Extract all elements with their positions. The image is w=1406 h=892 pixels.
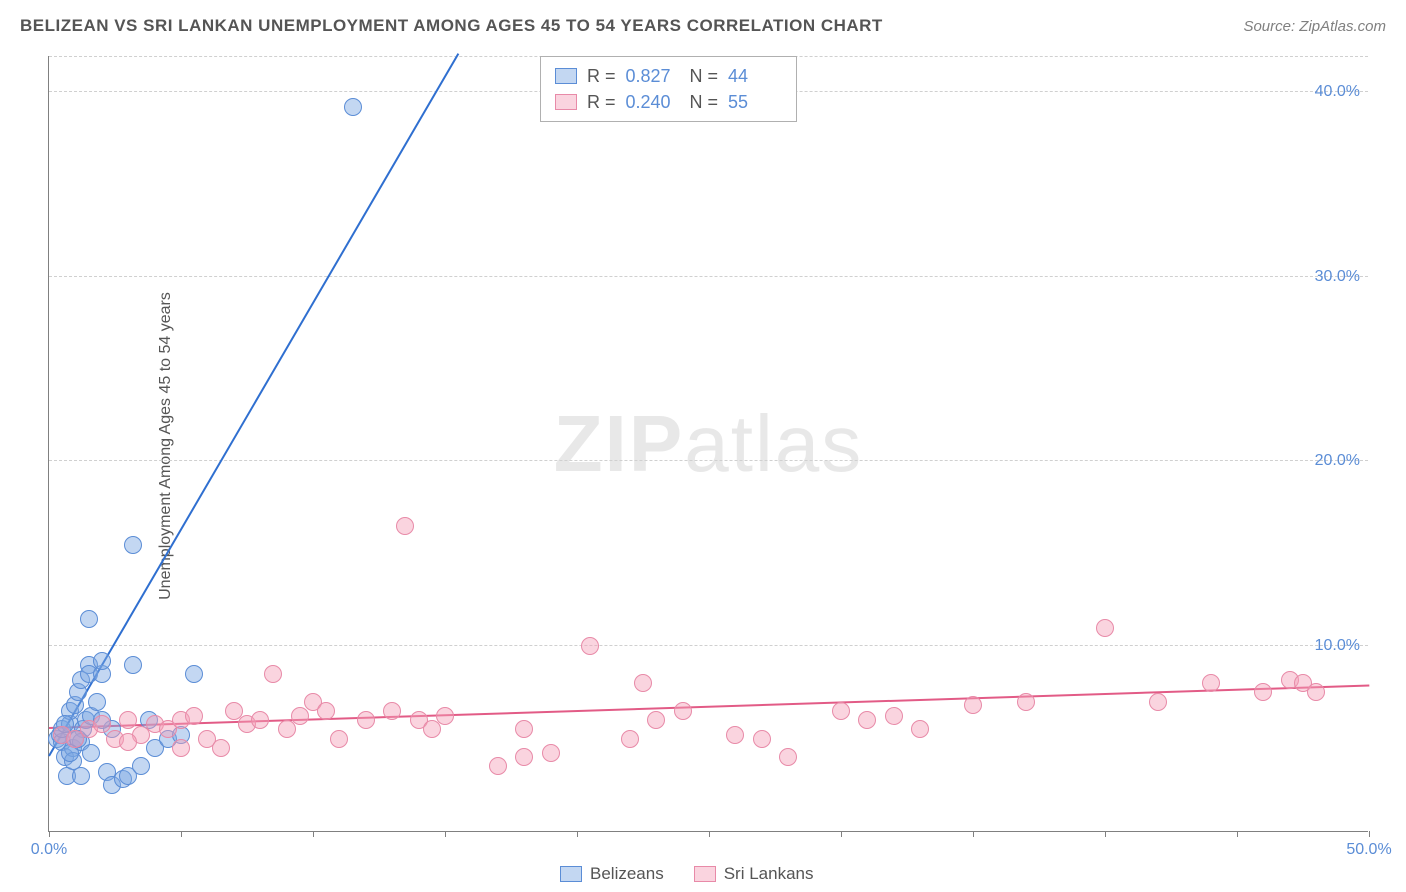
data-point	[330, 730, 348, 748]
data-point	[119, 711, 137, 729]
x-tick	[1237, 831, 1238, 837]
data-point	[832, 702, 850, 720]
data-point	[264, 665, 282, 683]
swatch-series-1	[555, 94, 577, 110]
data-point	[753, 730, 771, 748]
data-point	[317, 702, 335, 720]
data-point	[779, 748, 797, 766]
x-tick-label: 50.0%	[1346, 841, 1391, 859]
legend-label-1: Sri Lankans	[724, 864, 814, 884]
data-point	[1096, 619, 1114, 637]
data-point	[172, 739, 190, 757]
watermark-light: atlas	[684, 399, 863, 488]
data-point	[634, 674, 652, 692]
data-point	[1149, 693, 1167, 711]
data-point	[185, 707, 203, 725]
title-bar: BELIZEAN VS SRI LANKAN UNEMPLOYMENT AMON…	[20, 16, 1386, 36]
data-point	[124, 536, 142, 554]
data-point	[1254, 683, 1272, 701]
x-tick	[1369, 831, 1370, 837]
n-value-series-1: 55	[728, 89, 782, 115]
data-point	[357, 711, 375, 729]
x-tick	[49, 831, 50, 837]
data-point	[1017, 693, 1035, 711]
n-value-series-0: 44	[728, 63, 782, 89]
stats-legend-box: R = 0.827 N = 44 R = 0.240 N = 55	[540, 56, 797, 122]
r-label: R =	[587, 63, 616, 89]
data-point	[515, 748, 533, 766]
data-point	[674, 702, 692, 720]
data-point	[344, 98, 362, 116]
data-point	[383, 702, 401, 720]
r-label: R =	[587, 89, 616, 115]
legend-item-1: Sri Lankans	[694, 864, 814, 884]
plot-area: ZIPatlas 10.0%20.0%30.0%40.0%0.0%50.0%	[48, 56, 1368, 832]
chart-title: BELIZEAN VS SRI LANKAN UNEMPLOYMENT AMON…	[20, 16, 883, 36]
data-point	[93, 652, 111, 670]
data-point	[1307, 683, 1325, 701]
data-point	[119, 733, 137, 751]
data-point	[581, 637, 599, 655]
swatch-series-0	[560, 866, 582, 882]
data-point	[185, 665, 203, 683]
swatch-series-1	[694, 866, 716, 882]
data-point	[621, 730, 639, 748]
n-label: N =	[690, 89, 719, 115]
legend-label-0: Belizeans	[590, 864, 664, 884]
data-point	[396, 517, 414, 535]
bottom-legend: Belizeans Sri Lankans	[560, 864, 814, 884]
data-point	[93, 715, 111, 733]
data-point	[726, 726, 744, 744]
data-point	[885, 707, 903, 725]
legend-item-0: Belizeans	[560, 864, 664, 884]
data-point	[124, 656, 142, 674]
data-point	[436, 707, 454, 725]
data-point	[212, 739, 230, 757]
x-tick	[313, 831, 314, 837]
data-point	[647, 711, 665, 729]
y-tick-label: 20.0%	[1315, 452, 1368, 470]
data-point	[1202, 674, 1220, 692]
data-point	[80, 610, 98, 628]
r-value-series-1: 0.240	[626, 89, 680, 115]
swatch-series-0	[555, 68, 577, 84]
gridline-h	[49, 276, 1368, 277]
x-tick	[445, 831, 446, 837]
watermark: ZIPatlas	[554, 398, 863, 490]
watermark-bold: ZIP	[554, 399, 684, 488]
data-point	[964, 696, 982, 714]
y-tick-label: 30.0%	[1315, 268, 1368, 286]
gridline-h	[49, 460, 1368, 461]
y-tick-label: 40.0%	[1315, 83, 1368, 101]
data-point	[542, 744, 560, 762]
data-point	[911, 720, 929, 738]
x-tick	[577, 831, 578, 837]
data-point	[515, 720, 533, 738]
data-point	[489, 757, 507, 775]
data-point	[858, 711, 876, 729]
r-value-series-0: 0.827	[626, 63, 680, 89]
y-tick-label: 10.0%	[1315, 637, 1368, 655]
source-credit: Source: ZipAtlas.com	[1243, 18, 1386, 35]
x-tick-label: 0.0%	[31, 841, 67, 859]
data-point	[251, 711, 269, 729]
trend-line	[48, 54, 459, 757]
n-label: N =	[690, 63, 719, 89]
x-tick	[841, 831, 842, 837]
gridline-h	[49, 645, 1368, 646]
x-tick	[181, 831, 182, 837]
data-point	[88, 693, 106, 711]
data-point	[132, 757, 150, 775]
stats-row-series-0: R = 0.827 N = 44	[555, 63, 782, 89]
x-tick	[709, 831, 710, 837]
data-point	[82, 744, 100, 762]
x-tick	[973, 831, 974, 837]
x-tick	[1105, 831, 1106, 837]
stats-row-series-1: R = 0.240 N = 55	[555, 89, 782, 115]
data-point	[291, 707, 309, 725]
